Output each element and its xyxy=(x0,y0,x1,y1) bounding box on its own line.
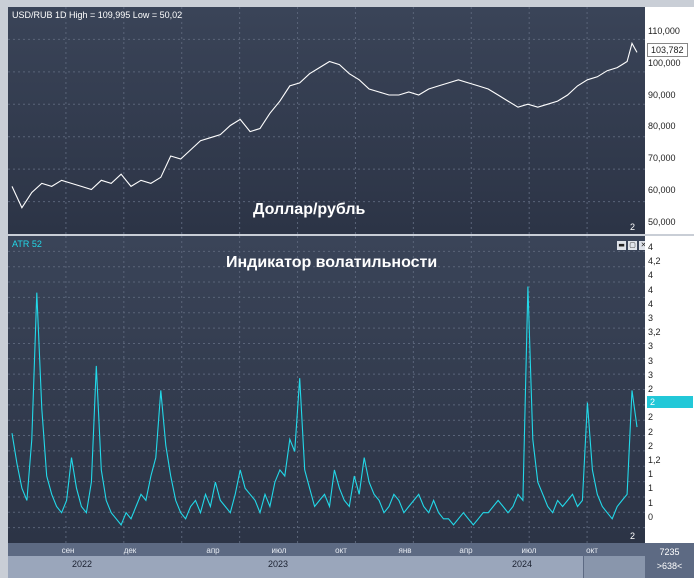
month-label: июл xyxy=(521,546,537,555)
atr-axis-tick: 4 xyxy=(648,242,654,252)
atr-axis-tick: 3 xyxy=(648,355,654,366)
price-axis[interactable]: 110,000 100,000 90,000 80,000 70,000 60,000 50… xyxy=(645,7,694,234)
month-label: окт xyxy=(586,546,598,555)
time-axis[interactable]: сен дек апр июл окт янв апр июл окт 2022 2023 2024 xyxy=(8,543,645,578)
month-label: апр xyxy=(459,546,473,555)
atr-pane-label: ATR 52 xyxy=(12,239,42,249)
month-label: янв xyxy=(398,546,412,555)
bar-count: 7235 xyxy=(659,547,680,557)
atr-axis-tick: 1 xyxy=(648,469,654,480)
price-axis-tick: 50,000 xyxy=(648,216,676,227)
year-label: 2023 xyxy=(267,559,289,569)
atr-axis-tick: 0 xyxy=(648,511,654,522)
atr-axis-tick: 4 xyxy=(648,270,654,281)
restore-pane-button[interactable]: ▢ xyxy=(627,240,638,251)
atr-axis-tick: 3,2 xyxy=(648,327,661,338)
atr-grid xyxy=(8,236,645,543)
price-pane-number: 2 xyxy=(629,222,635,232)
month-label: июл xyxy=(271,546,287,555)
atr-axis-tick: 4,2 xyxy=(648,256,661,267)
atr-annotation: Индикатор волатильности xyxy=(226,254,438,271)
atr-axis-tick: 2 xyxy=(648,384,654,394)
atr-axis-tick: 3 xyxy=(648,313,654,323)
atr-pane-number: 2 xyxy=(629,531,635,541)
price-axis-tick: 80,000 xyxy=(648,121,676,132)
atr-chart-pane[interactable]: ATR 52 Индикатор волатильности 2 ▬ ▢ ✕ xyxy=(8,236,645,543)
month-label: сен xyxy=(61,546,75,555)
month-label: окт xyxy=(335,546,347,555)
year-label: 2024 xyxy=(511,559,533,569)
close-pane-button[interactable]: ✕ xyxy=(638,240,645,251)
price-axis-tick: 70,000 xyxy=(648,153,676,164)
price-axis-tick: 90,000 xyxy=(648,89,676,100)
month-label: дек xyxy=(123,546,137,555)
price-axis-tick: 100,000 xyxy=(648,57,681,68)
price-grid xyxy=(8,7,645,234)
year-label: 2022 xyxy=(71,559,93,569)
atr-axis-tick: 1 xyxy=(648,497,654,508)
atr-axis-tick: 2 xyxy=(648,412,654,423)
price-axis-tick: 60,000 xyxy=(648,185,676,195)
atr-axis-tick: 4 xyxy=(648,298,654,309)
price-series-line xyxy=(11,41,638,209)
atr-axis-tick: 1 xyxy=(648,483,654,494)
atr-axis-tick: 4 xyxy=(648,284,654,295)
year-segment-2024 xyxy=(403,556,584,578)
atr-series-line xyxy=(11,286,638,526)
atr-axis-tick: 1,2 xyxy=(648,455,661,465)
left-edge xyxy=(0,0,8,578)
price-current-value-badge: 103,782 xyxy=(647,43,688,57)
minimize-pane-button[interactable]: ▬ xyxy=(616,240,627,251)
atr-axis-tick: 2 xyxy=(648,426,654,437)
price-annotation: Доллар/рубль xyxy=(253,201,366,218)
atr-axis-tick: 3 xyxy=(648,341,654,352)
atr-axis-tick: 3 xyxy=(648,369,654,380)
price-axis-tick: 110,000 xyxy=(648,26,680,36)
bar-count-corner: 7235 >638< xyxy=(645,543,694,578)
atr-axis-tick: 2 xyxy=(648,440,654,451)
atr-current-value-badge: 2 xyxy=(647,396,693,408)
price-pane-label: USD/RUB 1D High = 109,995 Low = 50,02 xyxy=(12,10,183,20)
visible-bars: >638< xyxy=(656,561,683,571)
price-chart-pane[interactable]: USD/RUB 1D High = 109,995 Low = 50,02 До… xyxy=(8,7,645,234)
month-label: апр xyxy=(206,546,220,555)
